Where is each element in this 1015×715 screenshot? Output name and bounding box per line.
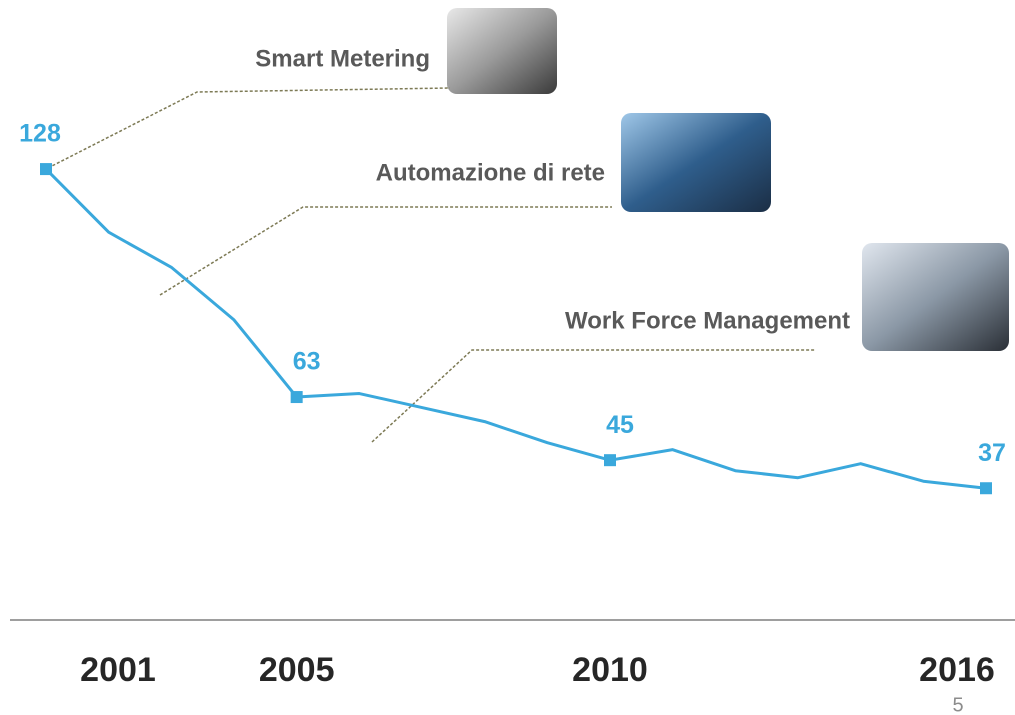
leader-line [372, 350, 815, 442]
marker [980, 482, 992, 494]
leader-line [160, 207, 612, 295]
marker [40, 163, 52, 175]
marker [291, 391, 303, 403]
x-tick-label: 2010 [572, 651, 648, 689]
x-tick-label: 2005 [259, 651, 335, 689]
page-number: 5 [952, 694, 963, 715]
value-label: 63 [293, 348, 321, 376]
slide: 5 Smart Metering Automazione di rete Work … [0, 0, 1015, 715]
value-label: 37 [978, 439, 1006, 467]
leader-line [48, 88, 450, 168]
value-label: 128 [19, 120, 61, 148]
annotation: Work Force Management [565, 307, 850, 334]
photo [862, 243, 1009, 351]
value-label: 45 [606, 411, 634, 439]
marker [604, 454, 616, 466]
x-tick-label: 2001 [80, 651, 156, 689]
x-tick-label: 2016 [919, 651, 995, 689]
annotation: Automazione di rete [376, 159, 605, 186]
photo [621, 113, 771, 212]
photo [447, 8, 557, 94]
annotation: Smart Metering [255, 45, 430, 72]
